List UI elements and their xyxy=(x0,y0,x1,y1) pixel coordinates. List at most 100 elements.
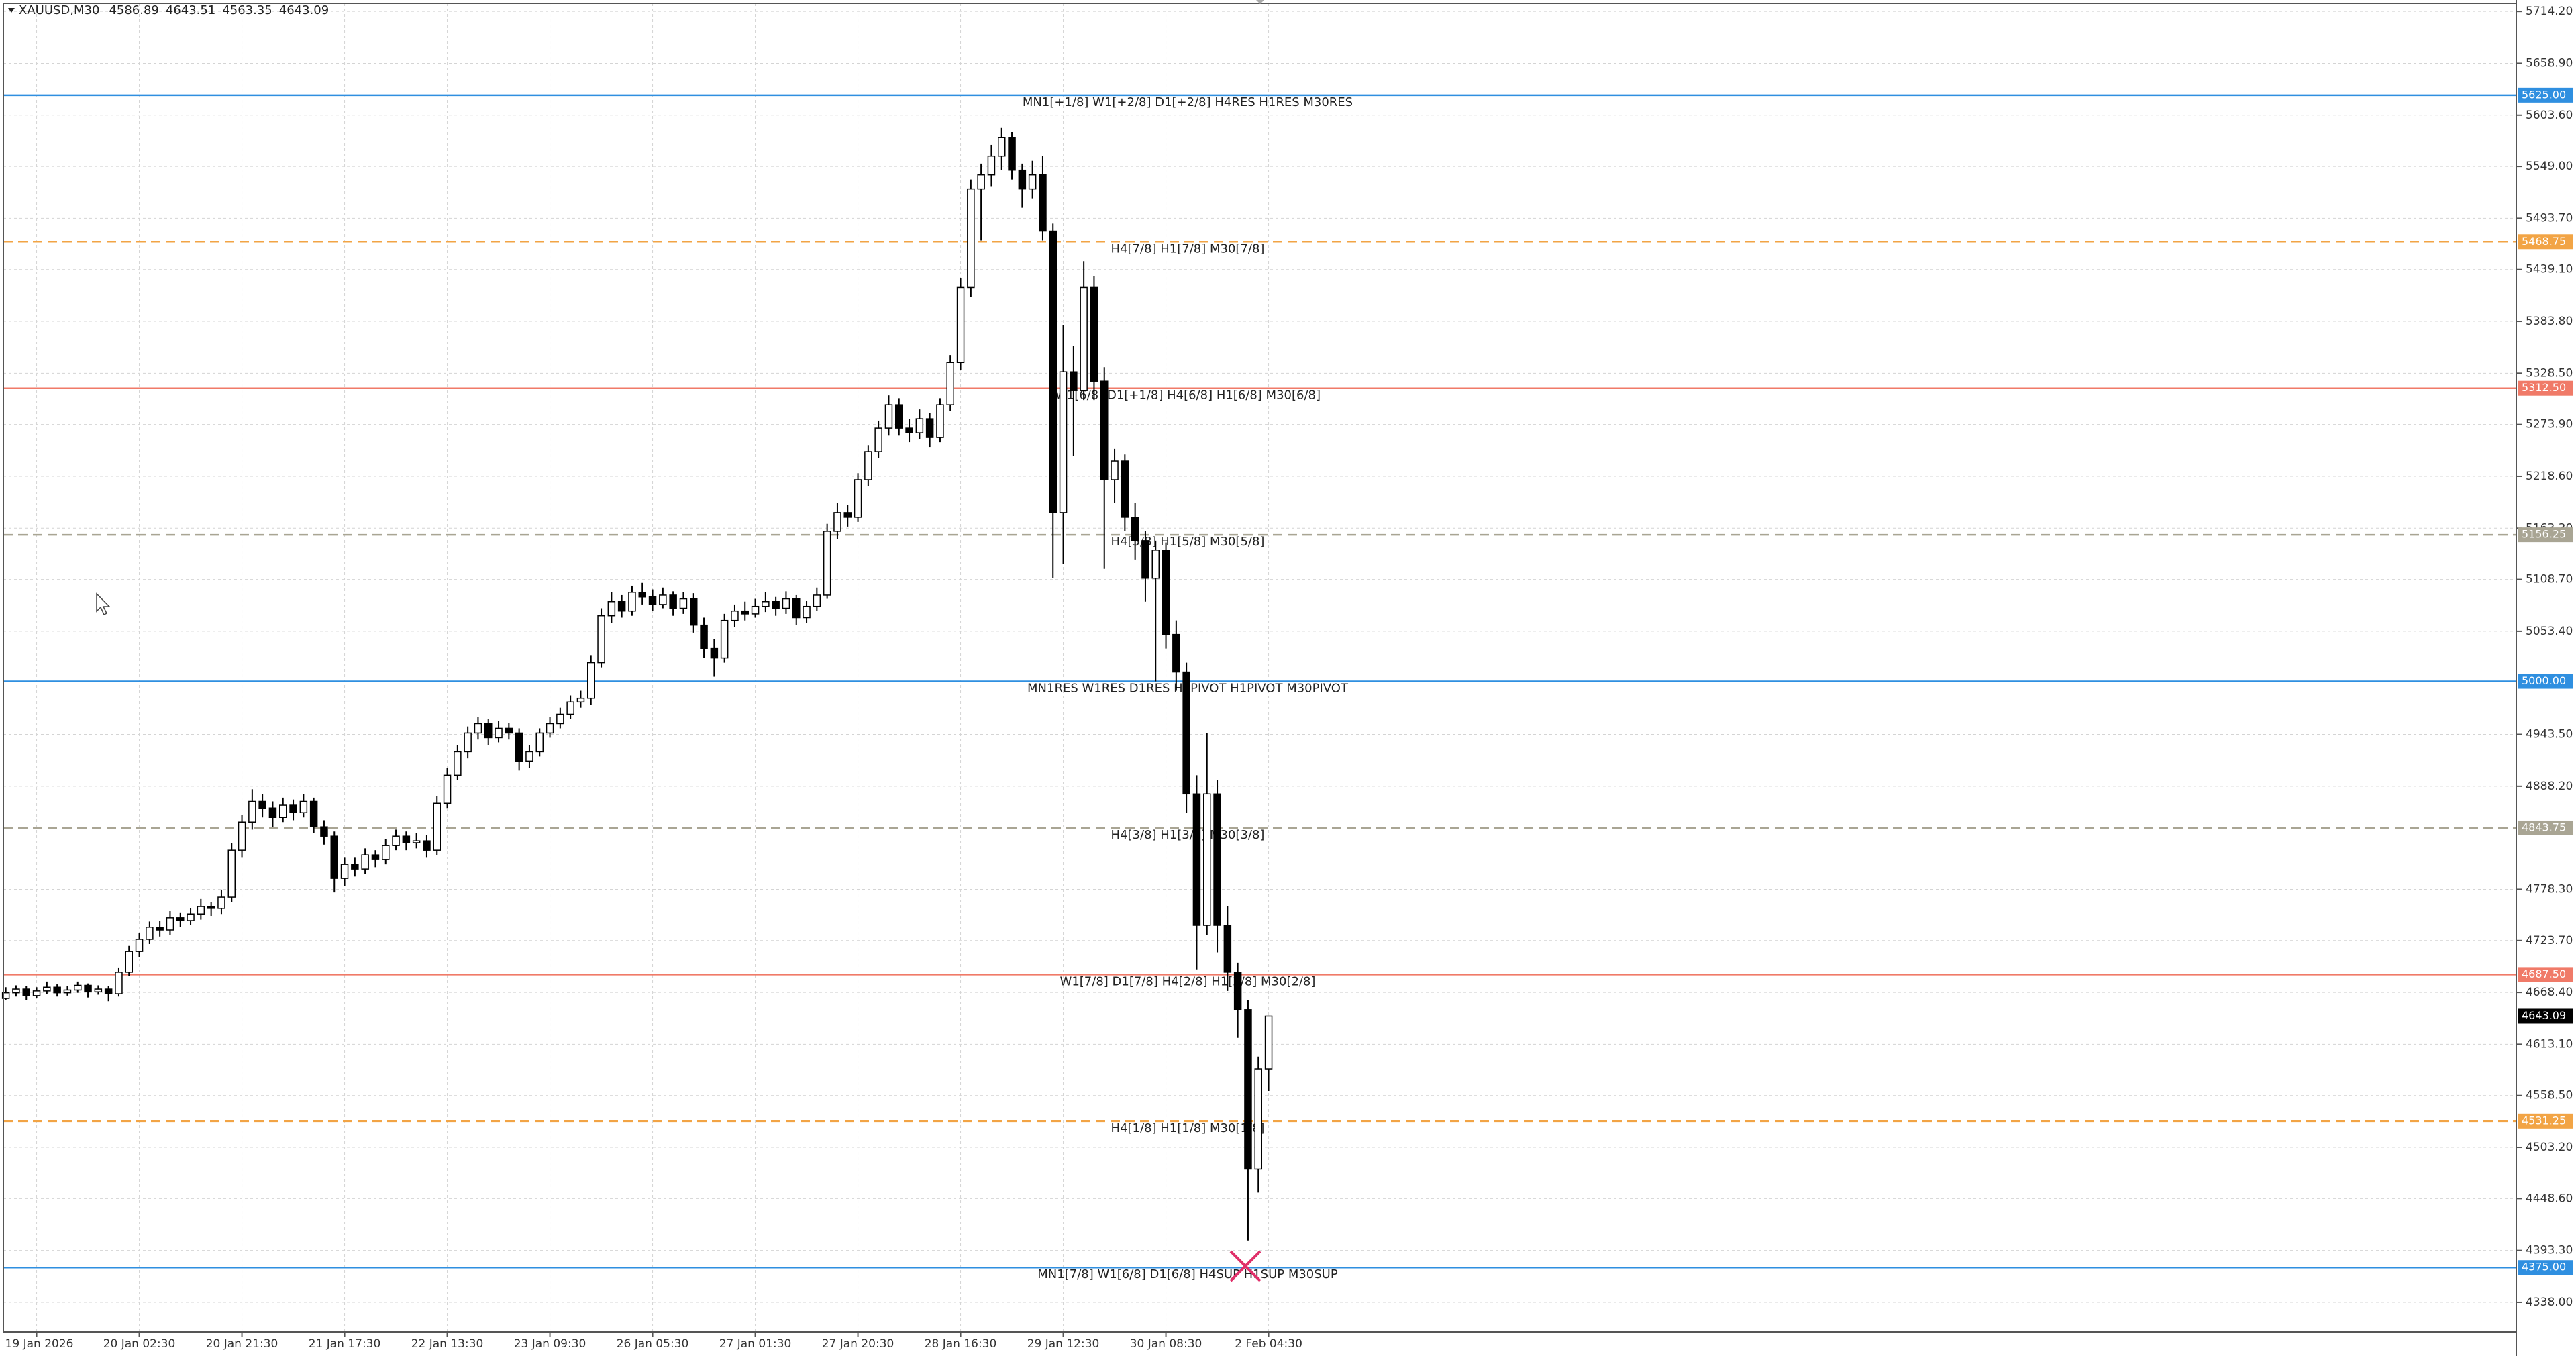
candle-body xyxy=(895,404,903,429)
candle-body xyxy=(382,845,390,860)
x-tick-label: 2 Feb 04:30 xyxy=(1235,1337,1302,1351)
candle-body xyxy=(1254,1068,1262,1170)
candle-body xyxy=(433,802,441,851)
level-tag-label: 5625.00 xyxy=(2522,88,2566,101)
y-tick-label: 5383.80 xyxy=(2526,315,2573,328)
candle-body xyxy=(607,601,616,617)
y-tick-label: 5549.00 xyxy=(2526,160,2573,173)
candle-body xyxy=(125,951,133,973)
x-tick-label: 30 Jan 08:30 xyxy=(1130,1337,1202,1351)
candle-body xyxy=(495,727,503,739)
candle-body xyxy=(279,804,287,818)
open-value: 4586.89 xyxy=(109,3,158,17)
candle-body xyxy=(1162,550,1170,635)
candle-body xyxy=(1141,540,1149,579)
x-tick-label: 19 Jan 2026 xyxy=(5,1337,74,1351)
level-tag-label: 5312.50 xyxy=(2522,381,2566,394)
candle-body xyxy=(1080,286,1088,391)
candle-body xyxy=(998,137,1006,157)
candle-body xyxy=(659,594,667,605)
candle-body xyxy=(53,986,61,994)
candle-body xyxy=(977,174,985,190)
current-price-tag xyxy=(2518,1008,2573,1024)
candle-body xyxy=(864,451,872,480)
candle-body xyxy=(1264,1015,1273,1070)
y-tick-label: 5053.40 xyxy=(2526,625,2573,638)
candle-body xyxy=(351,864,359,870)
level-tag-label: 5468.75 xyxy=(2522,235,2566,248)
candle-body xyxy=(464,732,472,753)
candle-body xyxy=(700,624,708,649)
level-text: H4[3/8] H1[3/8] M30[3/8] xyxy=(1111,828,1265,842)
current-price-label: 4643.09 xyxy=(2522,1009,2566,1022)
y-tick-label: 4393.30 xyxy=(2526,1244,2573,1257)
candle-body xyxy=(905,427,913,433)
candle-body xyxy=(32,990,41,996)
header: XAUUSD,M30 4586.89 4643.51 4563.35 4643.09 xyxy=(8,3,329,17)
y-tick-label: 5328.50 xyxy=(2526,366,2573,380)
y-tick-label: 4723.70 xyxy=(2526,934,2573,947)
candle-body xyxy=(936,404,944,438)
symbol: XAUUSD,M30 xyxy=(19,3,99,17)
level-text: H4[1/8] H1[1/8] M30[1/8] xyxy=(1111,1121,1265,1135)
level-tag xyxy=(2518,967,2573,982)
candle-body xyxy=(690,598,698,626)
candle-body xyxy=(628,591,636,612)
x-tick-label: 28 Jan 16:30 xyxy=(925,1337,997,1351)
y-tick-label: 4558.50 xyxy=(2526,1089,2573,1102)
candle-body xyxy=(1244,1009,1252,1170)
x-tick-label: 27 Jan 01:30 xyxy=(719,1337,792,1351)
candle-body xyxy=(566,701,574,715)
level-text: MN1[7/8] W1[6/8] D1[6/8] H4SUP H1SUP M30… xyxy=(1037,1267,1338,1282)
candle-body xyxy=(525,751,533,762)
level-tag-label: 4687.50 xyxy=(2522,968,2566,980)
candle-body xyxy=(648,596,657,605)
low-value: 4563.35 xyxy=(222,3,272,17)
candle-body xyxy=(217,896,225,909)
candle-body xyxy=(248,800,256,823)
level-tag xyxy=(2518,380,2573,396)
candle-body xyxy=(772,601,780,609)
candle-body xyxy=(1213,793,1221,926)
candle-body xyxy=(1070,371,1078,391)
y-tick-label: 4668.40 xyxy=(2526,986,2573,999)
candle-body xyxy=(197,906,205,915)
level-tag-label: 4375.00 xyxy=(2522,1261,2566,1273)
x-tick-label: 27 Jan 20:30 xyxy=(822,1337,894,1351)
candle-body xyxy=(1059,371,1068,513)
candle-body xyxy=(94,988,103,993)
candle-body xyxy=(915,418,924,433)
candle-body xyxy=(1028,174,1037,190)
candle-body xyxy=(925,418,934,438)
candle-body xyxy=(1090,286,1098,382)
candle-body xyxy=(135,939,144,952)
x-tick-label: 20 Jan 02:30 xyxy=(103,1337,176,1351)
y-tick-label: 4338.00 xyxy=(2526,1296,2573,1309)
candle-body xyxy=(238,821,246,851)
candle-body xyxy=(762,601,770,607)
level-tag xyxy=(2518,527,2573,543)
candle-body xyxy=(484,723,493,739)
candle-body xyxy=(454,751,462,776)
candle-body xyxy=(115,972,123,994)
y-tick-label: 5658.90 xyxy=(2526,56,2573,70)
scroll-marker xyxy=(1256,0,1264,4)
candle-body xyxy=(412,840,421,843)
y-tick-label: 5493.70 xyxy=(2526,211,2573,225)
candle-body xyxy=(967,188,975,289)
candle-body xyxy=(330,835,338,879)
y-tick-label: 4613.10 xyxy=(2526,1037,2573,1051)
level-tag xyxy=(2518,234,2573,250)
candle-body xyxy=(556,713,564,725)
candle-body xyxy=(720,619,729,659)
candle-body xyxy=(505,727,513,734)
y-tick-label: 4448.60 xyxy=(2526,1192,2573,1205)
level-text: H4[5/8] H1[5/8] M30[5/8] xyxy=(1111,535,1265,549)
candle-body xyxy=(104,988,113,994)
candle-body xyxy=(74,984,82,991)
candle-body xyxy=(1018,169,1027,190)
x-tick-label: 23 Jan 09:30 xyxy=(514,1337,586,1351)
grid xyxy=(3,3,2516,1332)
